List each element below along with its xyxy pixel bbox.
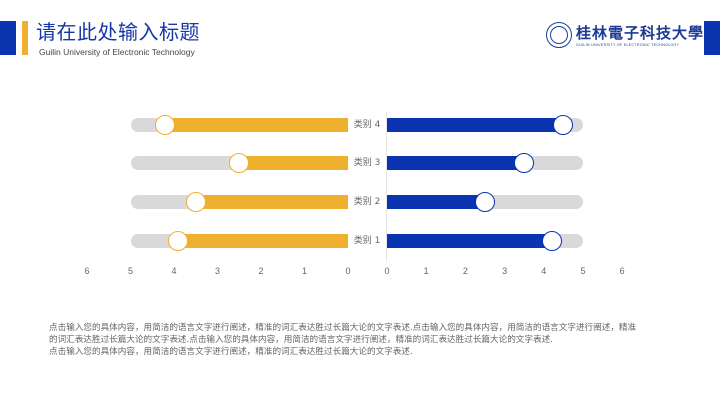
bar-left-1 [178, 234, 348, 248]
marker-left-3 [229, 153, 250, 173]
page-title: 请在此处输入标题 [36, 20, 200, 44]
university-logo: 桂林電子科技大學 GUILIN UNIVERSITY OF ELECTRONIC… [546, 22, 703, 50]
right-axis-tick: 6 [619, 266, 625, 276]
left-axis-tick: 3 [214, 266, 220, 276]
category-label: 类别 3 [353, 158, 381, 168]
bar-left-3 [239, 156, 348, 170]
left-axis-tick: 0 [345, 266, 351, 276]
marker-left-2 [185, 192, 206, 212]
description-text: 点击输入您的具体内容，用简洁的语言文字进行阐述，精准的词汇表达胜过长篇大论的文字… [49, 322, 679, 359]
marker-left-4 [155, 115, 176, 135]
left-axis-tick: 2 [258, 266, 264, 276]
bar-right-4 [387, 118, 564, 132]
accent-bar-blue-right [704, 21, 720, 55]
category-label: 类别 4 [353, 120, 381, 130]
left-axis-tick: 4 [171, 266, 177, 276]
bar-left-4 [165, 118, 348, 132]
left-axis-tick: 1 [301, 266, 307, 276]
description-line: 点击输入您的具体内容，用简洁的语言文字进行阐述，精准的词汇表达胜过长篇大论的文字… [49, 347, 413, 358]
page-subtitle: Guilin University of Electronic Technolo… [39, 47, 195, 57]
bar-right-3 [387, 156, 525, 170]
marker-right-2 [475, 192, 495, 212]
bar-right-1 [387, 234, 552, 248]
right-axis-tick: 2 [462, 266, 468, 276]
category-label: 类别 2 [353, 197, 381, 207]
logo-name-en: GUILIN UNIVERSITY OF ELECTRONIC TECHNOLO… [576, 43, 680, 47]
description-line: 的词汇表达胜过长篇大论的文字表述.点击输入您的具体内容，用简洁的语言文字进行阐述… [49, 335, 553, 346]
university-emblem-icon [546, 22, 572, 48]
logo-name-cn: 桂林電子科技大學 [576, 24, 705, 42]
marker-right-4 [553, 115, 574, 135]
bar-right-2 [387, 195, 485, 209]
center-axis-line [386, 112, 387, 262]
right-axis-tick: 4 [541, 266, 547, 276]
marker-left-1 [168, 231, 189, 251]
right-axis-tick: 3 [502, 266, 508, 276]
marker-right-1 [541, 231, 562, 251]
left-axis-tick: 6 [84, 266, 90, 276]
description-line: 点击输入您的具体内容，用简洁的语言文字进行阐述，精准的词汇表达胜过长篇大论的文字… [49, 323, 637, 333]
diverging-bar-chart: 类别 4 类别 3 类别 2 类别 1 6 5 4 3 2 1 0 0 1 2 3 4 5 6 [84, 112, 625, 276]
right-axis-tick: 5 [580, 266, 586, 276]
category-label: 类别 1 [353, 236, 381, 246]
accent-bar-blue [0, 21, 16, 55]
right-axis-tick: 0 [384, 266, 390, 276]
accent-bar-yellow [22, 21, 28, 55]
left-axis-tick: 5 [127, 266, 133, 276]
marker-right-3 [514, 153, 535, 173]
right-axis-tick: 1 [423, 266, 429, 276]
bar-left-2 [195, 195, 348, 209]
